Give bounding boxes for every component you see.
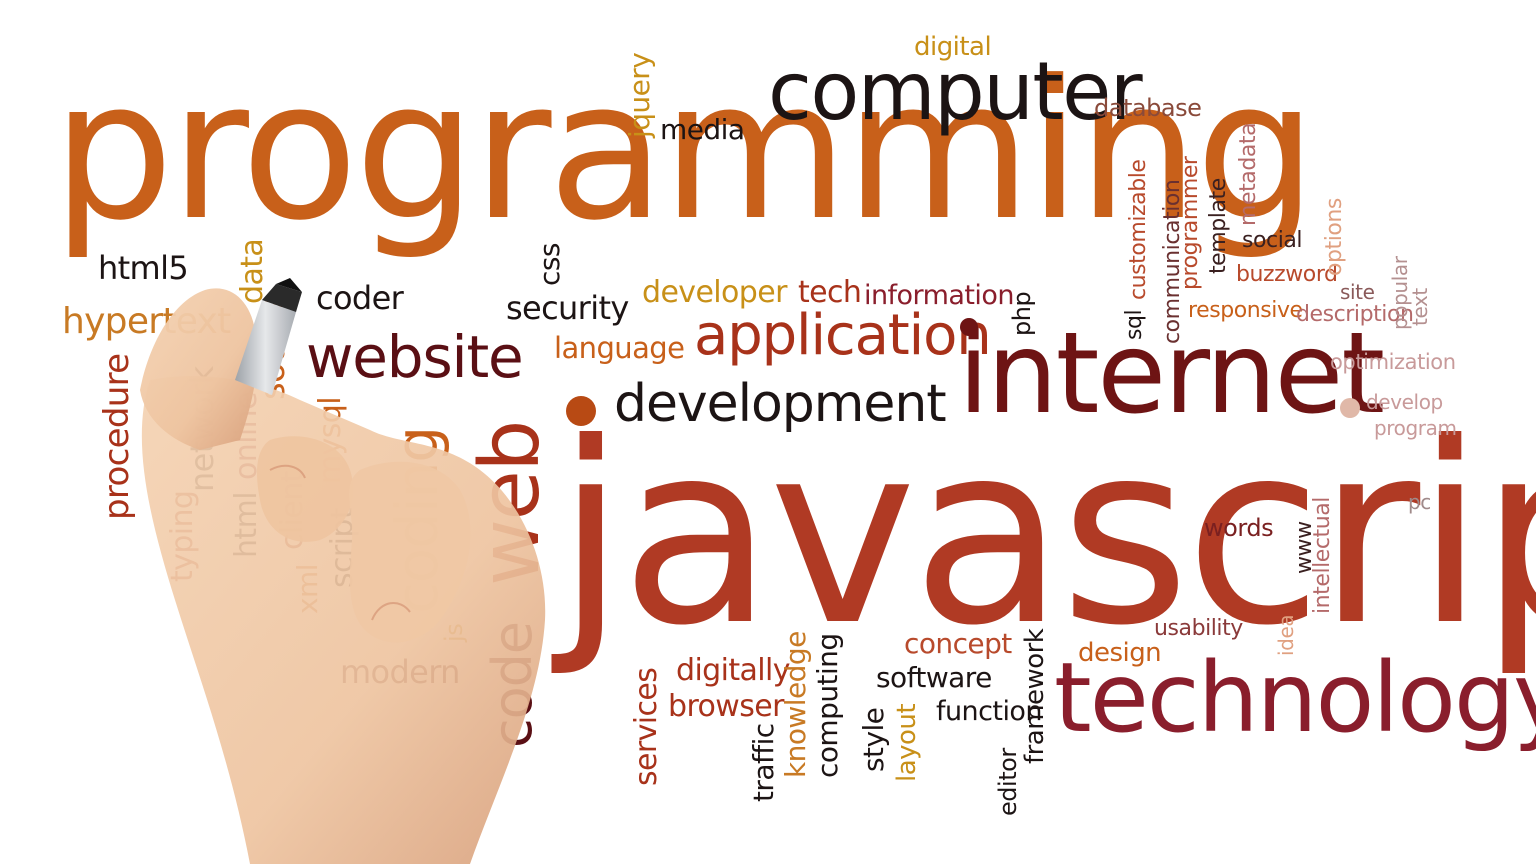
hand-middle-finger — [257, 436, 354, 542]
word-information: information — [864, 280, 1014, 311]
word-computer: computer — [768, 45, 1143, 138]
word-description: description — [1296, 302, 1414, 327]
word-html5: html5 — [98, 249, 189, 287]
word-concept: concept — [904, 627, 1012, 660]
word-language: language — [554, 331, 685, 365]
word-database: database — [1094, 94, 1202, 122]
word-pc: pc — [1408, 490, 1431, 514]
marker — [235, 278, 302, 395]
hand-thumb — [349, 461, 471, 643]
word-security: security — [506, 289, 629, 327]
accent-dot-2 — [960, 318, 978, 336]
hand-index-finger — [140, 288, 258, 450]
word-tech: tech — [798, 275, 862, 310]
word-internet: internet — [958, 309, 1385, 439]
word-social: social — [1242, 228, 1303, 253]
word-words: words — [1204, 514, 1274, 542]
word-function: function — [936, 696, 1043, 727]
word-optimization: optimization — [1330, 350, 1456, 374]
word-software: software — [876, 661, 992, 694]
word-technology: technology — [1054, 642, 1536, 754]
word-programming: programming — [52, 40, 1317, 263]
word-buzzword: buzzword — [1236, 262, 1338, 287]
word-design: design — [1078, 638, 1162, 668]
word-website: website — [306, 323, 524, 391]
word-digital: digital — [914, 32, 992, 62]
accent-dot-1 — [566, 396, 596, 426]
word-application: application — [694, 303, 992, 368]
accent-dot-3 — [1340, 398, 1360, 418]
word-media: media — [660, 113, 745, 146]
word-javascript: javascript — [556, 389, 1536, 680]
word-develop: develop — [1366, 390, 1443, 414]
word-responsive: responsive — [1188, 298, 1303, 323]
word-digitally: digitally — [676, 653, 791, 688]
word-usability: usability — [1154, 616, 1243, 641]
word-program: program — [1374, 416, 1457, 440]
word-browser: browser — [668, 689, 784, 724]
word-developer: developer — [642, 275, 787, 310]
word-coder: coder — [316, 279, 404, 317]
word-site: site — [1340, 280, 1375, 304]
word-development: development — [614, 374, 947, 434]
